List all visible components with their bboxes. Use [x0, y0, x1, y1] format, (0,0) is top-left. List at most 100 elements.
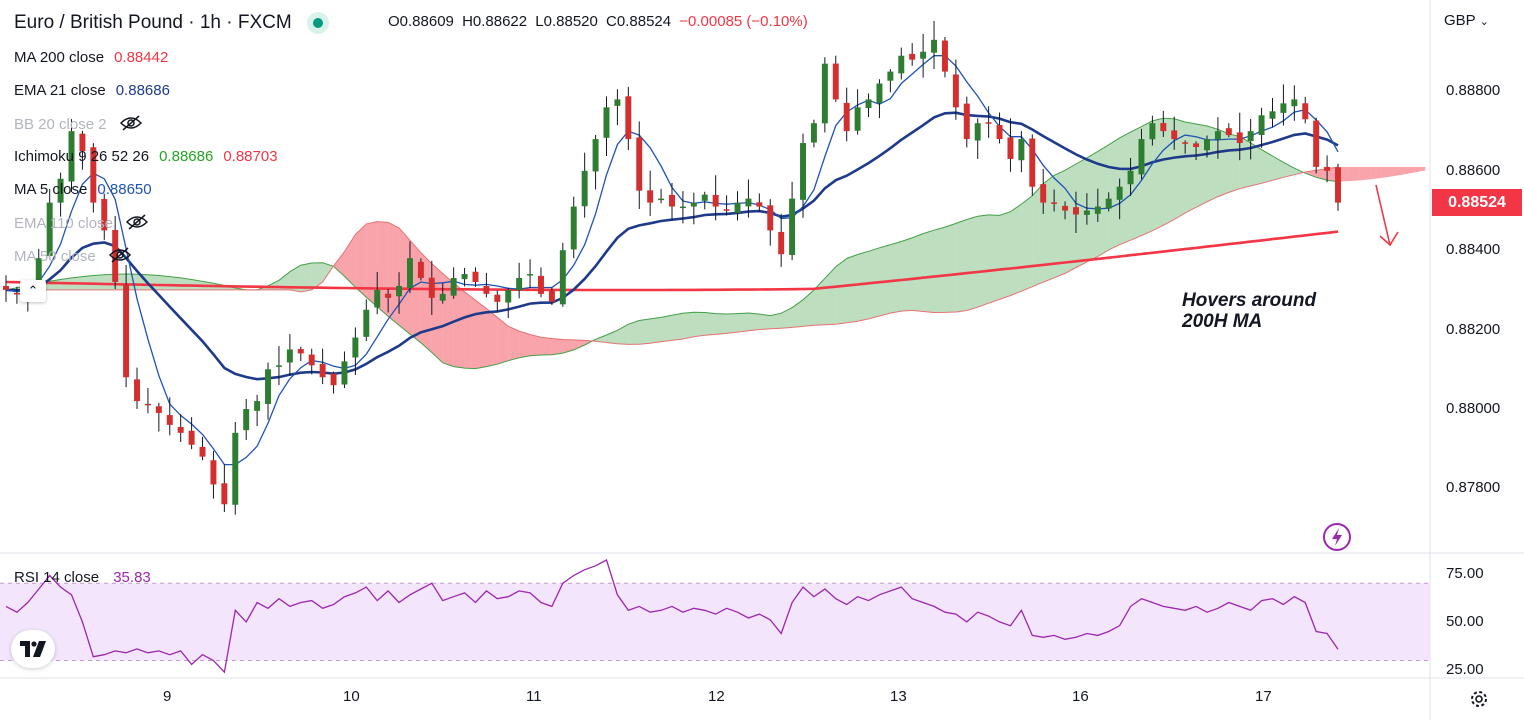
candle-body — [1258, 115, 1265, 135]
collapse-legend-button[interactable]: ⌃ — [20, 280, 46, 302]
legend-value: 0.88442 — [114, 49, 169, 66]
candle-body — [221, 483, 228, 505]
lightning-bolt-icon[interactable] — [1322, 522, 1352, 557]
candle-body — [1029, 138, 1036, 187]
time-tick-label: 16 — [1072, 688, 1089, 705]
candle-body — [483, 285, 490, 294]
candle-body — [1313, 120, 1320, 167]
legend-row-0[interactable]: MA 200 close 0.88442 — [14, 49, 168, 66]
price-tick-label: 0.88000 — [1446, 400, 1501, 417]
candle-body — [800, 143, 806, 200]
cloud-segment — [890, 241, 902, 314]
rsi-legend-label: RSI 14 close — [14, 569, 100, 586]
cloud-segment — [661, 315, 672, 342]
cloud-segment — [1316, 168, 1328, 181]
candle-body — [35, 258, 42, 286]
candle-body — [1247, 131, 1254, 142]
candle-body — [1149, 123, 1156, 140]
candle-body — [931, 39, 938, 53]
candle-body — [527, 274, 534, 276]
legend-value: 0.88650 — [97, 181, 152, 198]
candle-body — [57, 178, 64, 203]
cloud-segment — [726, 313, 738, 334]
cloud-segment — [1272, 156, 1284, 181]
cloud-segment — [1097, 144, 1109, 257]
candle-body — [243, 409, 250, 431]
rsi-tick-label: 25.00 — [1446, 661, 1484, 679]
eye-crossed-icon[interactable] — [125, 214, 149, 234]
cloud-segment — [923, 230, 935, 313]
candle-body — [865, 99, 872, 109]
candle-body — [636, 137, 643, 191]
candle-body — [1236, 132, 1243, 144]
candle-body — [941, 40, 948, 72]
cloud-segment — [955, 219, 967, 312]
cloud-segment — [333, 251, 345, 277]
chart-annotation: Hovers around 200H MA — [1182, 290, 1316, 332]
candle-body — [428, 277, 435, 298]
candle-body — [396, 285, 403, 297]
ohlc-close: C0.88524 — [606, 13, 672, 30]
eye-crossed-icon[interactable] — [119, 115, 143, 135]
candle-body — [832, 63, 839, 100]
ohlc-open: O0.88609 — [388, 13, 454, 30]
cloud-segment — [508, 326, 520, 361]
cloud-segment — [355, 223, 367, 298]
cloud-segment — [748, 313, 760, 331]
time-tick-label: 12 — [708, 688, 725, 705]
legend-label: MA 50 close — [14, 247, 96, 265]
price-tick-label: 0.87800 — [1446, 479, 1501, 497]
cloud-segment — [540, 337, 552, 355]
candle-body — [920, 51, 927, 59]
cloud-segment — [300, 262, 312, 292]
cloud-segment — [497, 317, 509, 365]
tradingview-logo-icon[interactable] — [11, 630, 55, 668]
cloud-segment — [966, 216, 978, 311]
cloud-segment — [453, 282, 465, 369]
legend-row-4[interactable]: MA 5 close 0.88650 — [14, 181, 152, 198]
last-price-tag: 0.88524 — [1432, 189, 1522, 216]
candle-body — [767, 205, 774, 231]
rsi-band — [0, 583, 1430, 661]
cloud-segment — [1228, 133, 1240, 193]
time-tick-label: 10 — [343, 688, 360, 705]
candle-body — [1007, 137, 1014, 159]
cloud-segment — [1239, 136, 1251, 189]
legend-row-6[interactable]: MA 50 close — [14, 247, 132, 267]
cloud-segment — [824, 266, 836, 325]
candle-body — [712, 194, 719, 207]
currency-selector[interactable]: GBP ⌄ — [1444, 12, 1489, 29]
cloud-segment — [650, 317, 662, 344]
legend-row-3[interactable]: Ichimoku 9 26 52 26 0.88686 0.88703 — [14, 148, 278, 165]
eye-crossed-icon[interactable] — [108, 247, 132, 267]
legend-row-2[interactable]: BB 20 close 2 — [14, 115, 143, 135]
cloud-segment — [1032, 183, 1044, 287]
symbol-title[interactable]: Euro / British Pound · 1h · FXCM — [14, 12, 329, 34]
candle-body — [516, 278, 523, 291]
legend-row-1[interactable]: EMA 21 close 0.88686 — [14, 82, 170, 99]
annotation-line1: Hovers around — [1182, 290, 1317, 311]
ma200-path — [5, 230, 1339, 292]
candle-body — [745, 198, 752, 207]
cloud-segment — [1174, 118, 1186, 220]
gear-icon[interactable] — [1468, 688, 1490, 715]
rsi-legend[interactable]: RSI 14 close 35.83 — [14, 569, 151, 586]
cloud-segment — [1086, 151, 1098, 262]
rsi-line — [5, 559, 1339, 674]
candle-body — [1335, 167, 1341, 203]
candle-body — [286, 349, 293, 363]
cloud-segment — [1250, 142, 1262, 186]
cloud-segment — [93, 274, 105, 290]
candle-body — [1040, 184, 1047, 203]
cloud-segment — [278, 271, 290, 290]
legend-row-5[interactable]: EMA 110 close — [14, 214, 149, 234]
rsi-path — [5, 559, 1339, 674]
candle-body — [701, 194, 708, 201]
candle-body — [144, 403, 151, 406]
candle-body — [3, 285, 9, 290]
cloud-segment — [977, 214, 989, 308]
candle-body — [232, 432, 239, 505]
cloud-segment — [1065, 164, 1076, 274]
cloud-segment — [999, 211, 1011, 300]
